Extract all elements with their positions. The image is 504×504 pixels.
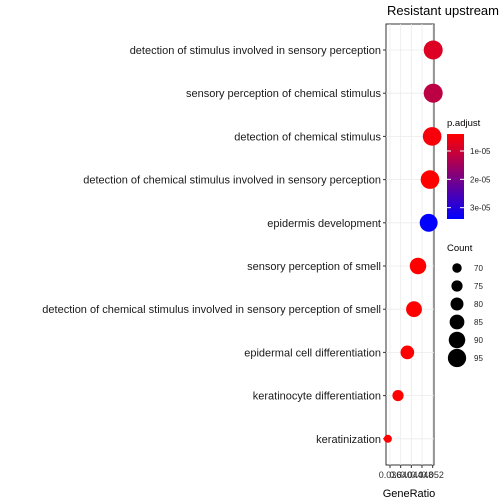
data-point: [423, 40, 443, 60]
color-legend: p.adjust 1e-05 2e-05 3e-05: [447, 118, 491, 219]
size-legend-label: 80: [474, 300, 483, 309]
size-legend-label: 85: [474, 318, 483, 327]
color-legend-label: 3e-05: [470, 204, 491, 213]
data-point: [422, 127, 442, 146]
category-label: keratinocyte differentiation: [253, 391, 381, 403]
data-point: [392, 390, 404, 402]
category-label: keratinization: [316, 434, 381, 446]
category-label: epidermal cell differentiation: [244, 347, 381, 359]
size-legend-label: 90: [474, 336, 483, 345]
data-point: [420, 170, 440, 189]
data-point: [409, 257, 427, 275]
size-legend-title: Count: [447, 243, 473, 254]
x-tick-label: 0.040: [389, 470, 412, 480]
size-legend-dot: [452, 263, 462, 273]
category-label: detection of chemical stimulus involved …: [42, 304, 381, 316]
color-legend-label: 1e-05: [470, 147, 491, 156]
x-tick-label: 0.048: [411, 470, 434, 480]
size-legend-dot: [451, 280, 463, 292]
size-legend-label: 95: [474, 354, 483, 363]
x-tick-label: 0.036: [379, 470, 402, 480]
color-legend-title: p.adjust: [447, 118, 481, 129]
category-label: epidermis development: [267, 218, 381, 230]
category-label: detection of chemical stimulus involved …: [83, 175, 381, 187]
chart-title: Resistant upstream: [387, 3, 499, 18]
data-points: [383, 40, 443, 443]
x-tick-label: 0.052: [421, 470, 444, 480]
category-labels: detection of stimulus involved in sensor…: [42, 45, 386, 446]
x-axis-title: GeneRatio: [383, 488, 436, 500]
category-label: sensory perception of smell: [247, 261, 381, 273]
data-point: [400, 345, 415, 360]
size-legend-dot: [450, 297, 464, 311]
category-label: detection of stimulus involved in sensor…: [130, 45, 381, 57]
category-label: detection of chemical stimulus: [234, 131, 381, 143]
data-point: [383, 434, 392, 443]
category-label: sensory perception of chemical stimulus: [186, 88, 382, 100]
data-point: [406, 301, 422, 318]
size-legend: Count 70 75 80 85 90 95: [447, 243, 483, 368]
x-tick-label: 0.044: [400, 470, 423, 480]
size-legend-label: 75: [474, 282, 483, 291]
data-point: [423, 83, 443, 103]
size-legend-dot: [447, 348, 467, 368]
color-legend-label: 2e-05: [470, 175, 491, 184]
data-point: [419, 213, 438, 232]
size-legend-dot: [449, 314, 465, 330]
size-legend-dot: [448, 331, 466, 349]
size-legend-label: 70: [474, 264, 483, 273]
color-legend-bar: [447, 134, 464, 219]
